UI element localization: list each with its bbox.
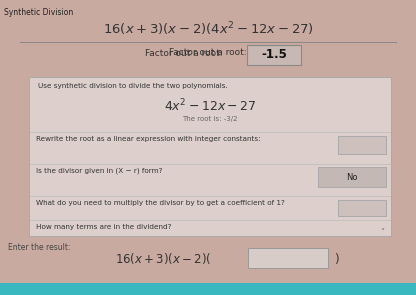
Text: $)$: $)$: [334, 250, 339, 266]
Text: ˅: ˅: [380, 227, 384, 237]
Text: Factor out a root:: Factor out a root:: [145, 49, 223, 58]
Bar: [0, 283, 416, 295]
Text: The root is: -3/2: The root is: -3/2: [182, 116, 238, 122]
Text: Rewrite the root as a linear expression with integer constants:: Rewrite the root as a linear expression …: [36, 136, 261, 142]
Text: What do you need to multiply the divisor by to get a coefficient of 1?: What do you need to multiply the divisor…: [36, 200, 285, 206]
Text: How many terms are in the dividend?: How many terms are in the dividend?: [36, 224, 171, 230]
Text: -1.5: -1.5: [261, 48, 287, 61]
Text: $16(x+3)(x-2)(4x^2-12x-27)$: $16(x+3)(x-2)(4x^2-12x-27)$: [102, 20, 314, 37]
Bar: [338, 200, 386, 216]
Text: Synthetic Division: Synthetic Division: [4, 8, 73, 17]
FancyBboxPatch shape: [29, 77, 391, 236]
Text: Enter the result:: Enter the result:: [8, 243, 70, 252]
Bar: [248, 248, 328, 268]
Text: Use synthetic division to divide the two polynomials.: Use synthetic division to divide the two…: [38, 83, 228, 89]
FancyBboxPatch shape: [247, 45, 301, 65]
Bar: [318, 167, 386, 187]
Text: $16(x+3)(x-2)($: $16(x+3)(x-2)($: [115, 250, 212, 266]
Text: Factor out a root:: Factor out a root:: [169, 48, 247, 57]
Bar: [338, 136, 386, 154]
Text: No: No: [346, 173, 358, 181]
Text: $4x^2-12x-27$: $4x^2-12x-27$: [163, 98, 256, 114]
Text: Is the divisor given in (X − r) form?: Is the divisor given in (X − r) form?: [36, 168, 163, 175]
